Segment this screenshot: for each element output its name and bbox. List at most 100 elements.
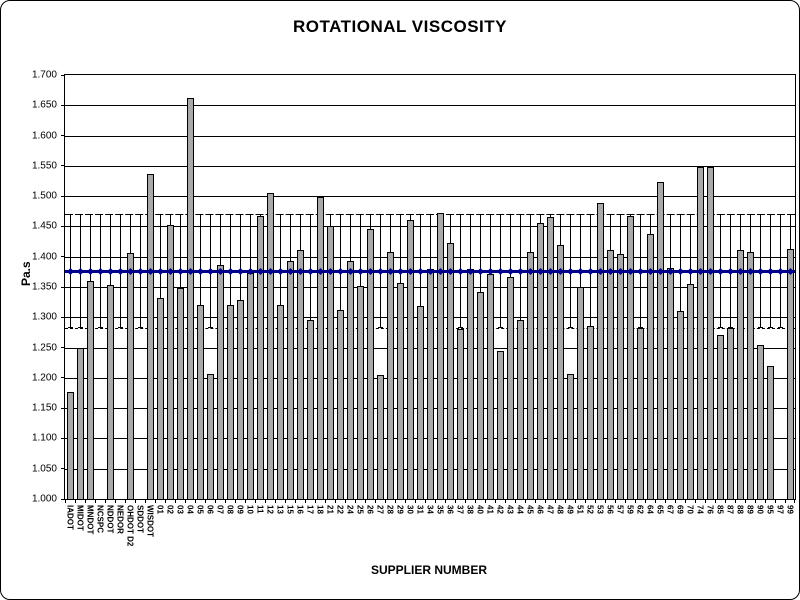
x-category-label: 01 <box>155 505 165 514</box>
error-bar-cap-bottom <box>567 327 573 329</box>
error-bar-cap-bottom <box>777 327 783 329</box>
error-bar-cap-top <box>487 214 493 216</box>
x-tick-mark <box>794 499 795 503</box>
x-category-label: 59 <box>625 505 635 514</box>
x-category-label: 25 <box>355 505 365 514</box>
x-tick-mark <box>745 499 746 503</box>
error-bar-cap-bottom <box>377 327 383 329</box>
bar-29 <box>396 283 404 499</box>
error-bar-cap-top <box>777 214 783 216</box>
error-bar-cap-top <box>367 214 373 216</box>
error-bar-cap-top <box>637 214 643 216</box>
bar-44 <box>516 320 524 499</box>
error-bar-cap-top <box>717 214 723 216</box>
x-category-label: 88 <box>735 505 745 514</box>
mean-line-marker <box>306 268 314 276</box>
error-bar-cap-top <box>577 214 583 216</box>
x-category-label: 26 <box>365 505 375 514</box>
x-category-label: 06 <box>205 505 215 514</box>
error-bar-cap-top <box>397 214 403 216</box>
x-tick-mark <box>385 499 386 503</box>
x-tick-mark <box>675 499 676 503</box>
bar-28 <box>386 251 394 499</box>
bar-51 <box>576 287 584 499</box>
bar-95 <box>766 366 774 499</box>
bar-42 <box>496 350 504 499</box>
error-bar-cap-top <box>237 214 243 216</box>
x-category-label: 48 <box>555 505 565 514</box>
y-tick-label: 1.400 <box>31 251 57 263</box>
error-bar-cap-top <box>477 214 483 216</box>
error-bar-cap-top <box>497 214 503 216</box>
bar-04 <box>186 98 194 499</box>
bar-01 <box>156 297 164 499</box>
x-category-label: 74 <box>695 505 705 514</box>
x-tick-mark <box>705 499 706 503</box>
bar-34 <box>426 268 434 499</box>
y-tick-label: 1.600 <box>31 130 57 142</box>
error-bar-cap-top <box>217 214 223 216</box>
error-bar-cap-top <box>297 214 303 216</box>
x-tick-mark <box>375 499 376 503</box>
y-tick-label: 1.100 <box>31 432 57 444</box>
error-bar-cap-top <box>457 214 463 216</box>
x-category-label: 34 <box>425 505 435 514</box>
mean-line-marker <box>496 268 504 276</box>
bar-53 <box>596 203 604 499</box>
x-tick-mark <box>645 499 646 503</box>
x-tick-mark <box>115 499 116 503</box>
x-tick-mark <box>345 499 346 503</box>
bar-85 <box>716 335 724 499</box>
x-tick-mark <box>585 499 586 503</box>
bar-88 <box>736 250 744 499</box>
error-bar-cap-bottom <box>207 327 213 329</box>
x-tick-mark <box>305 499 306 503</box>
error-bar-cap-top <box>537 214 543 216</box>
x-tick-mark <box>605 499 606 503</box>
x-tick-mark <box>755 499 756 503</box>
error-bar-cap-top <box>177 214 183 216</box>
bar-OHDOT D2 <box>126 253 134 499</box>
bar-46 <box>536 222 544 499</box>
bar-45 <box>526 252 534 499</box>
x-tick-mark <box>235 499 236 503</box>
error-bar-cap-top <box>447 214 453 216</box>
error-bar-cap-top <box>97 214 103 216</box>
mean-line-marker <box>276 268 284 276</box>
x-category-label: 53 <box>595 505 605 514</box>
y-gridline <box>65 105 795 107</box>
x-category-label: 02 <box>165 505 175 514</box>
mean-line-marker <box>86 268 94 276</box>
error-bar-cap-top <box>197 214 203 216</box>
mean-line-marker <box>116 268 124 276</box>
bar-12 <box>266 192 274 499</box>
error-bar-cap-top <box>687 214 693 216</box>
error-bar-cap-top <box>227 214 233 216</box>
x-tick-mark <box>325 499 326 503</box>
mean-line-marker <box>396 268 404 276</box>
bar-MNDOT <box>86 280 94 499</box>
x-category-label: 09 <box>235 505 245 514</box>
error-bar-cap-top <box>287 214 293 216</box>
bar-89 <box>746 251 754 499</box>
y-tick-label: 1.350 <box>31 281 57 293</box>
x-tick-mark <box>785 499 786 503</box>
error-bar-cap-bottom <box>767 327 773 329</box>
bar-NDDOT <box>106 285 114 499</box>
x-tick-mark <box>465 499 466 503</box>
x-category-label: 17 <box>305 505 315 514</box>
x-tick-mark <box>485 499 486 503</box>
y-tick-mark <box>61 225 65 227</box>
error-bar-cap-top <box>727 214 733 216</box>
bar-11 <box>256 216 264 499</box>
y-tick-mark <box>61 437 65 439</box>
bar-17 <box>306 319 314 499</box>
mean-line-marker <box>756 268 764 276</box>
y-tick-mark <box>61 74 65 76</box>
x-category-label: 07 <box>215 505 225 514</box>
bar-21 <box>326 225 334 499</box>
error-bar-cap-top <box>677 214 683 216</box>
x-category-label: 69 <box>675 505 685 514</box>
bar-41 <box>486 274 494 499</box>
x-category-label: 27 <box>375 505 385 514</box>
